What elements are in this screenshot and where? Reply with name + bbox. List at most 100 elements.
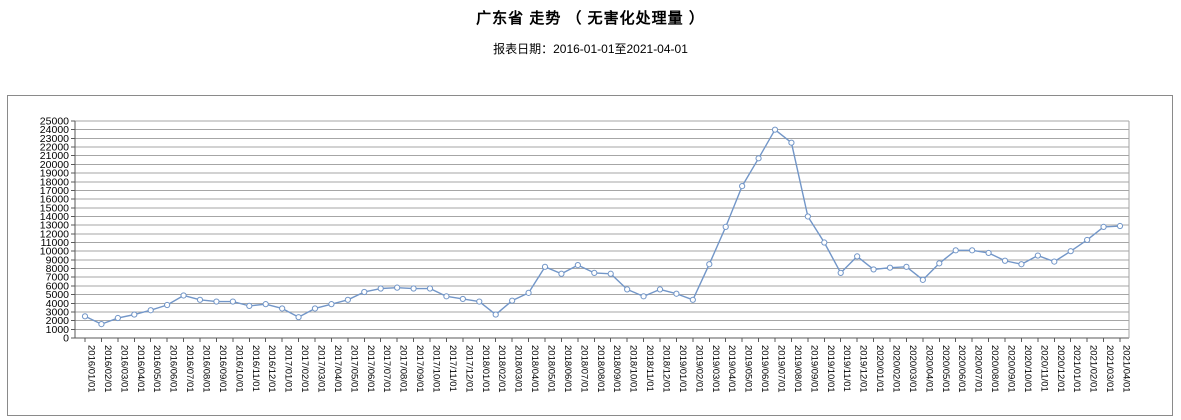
data-point-marker	[196, 296, 204, 303]
y-axis-label: 7000	[46, 272, 70, 284]
y-axis-label: 0	[63, 333, 69, 345]
data-point-marker	[673, 290, 680, 297]
chart-subtitle: 报表日期：2016-01-01至2021-04-01	[493, 42, 688, 56]
y-axis-label: 9000	[46, 254, 70, 266]
x-axis-label: 2021/03/01	[1104, 345, 1115, 393]
x-axis-label: 2017/04/01	[332, 345, 343, 393]
data-point-marker	[525, 289, 532, 296]
x-axis-label: 2016/05/01	[151, 345, 162, 393]
y-axis-label: 6000	[46, 280, 70, 292]
data-point-marker	[706, 261, 713, 268]
y-axis-label: 17000	[40, 185, 69, 197]
x-axis-label: 2020/06/01	[956, 345, 967, 393]
trend-line-chart: 0100020003000400050006000700080009000100…	[40, 116, 1132, 393]
data-point-marker	[492, 311, 499, 318]
x-axis-label: 2018/09/01	[611, 345, 622, 393]
data-point-marker	[213, 298, 220, 305]
y-axis-label: 12000	[40, 228, 69, 240]
x-axis-label: 2021/01/01	[1071, 345, 1082, 393]
data-point-marker	[771, 126, 779, 133]
data-point-marker	[180, 292, 187, 299]
data-point-marker	[1100, 223, 1107, 230]
x-axis-label: 2016/10/01	[233, 345, 244, 393]
chart-title: 广东省 走势 （ 无害化处理量 ）	[476, 10, 705, 27]
data-point-marker	[246, 302, 253, 309]
data-point-marker	[1067, 248, 1074, 255]
data-point-marker	[1018, 261, 1025, 268]
x-axis-label: 2017/01/01	[283, 345, 294, 393]
x-axis-label: 2018/12/01	[661, 345, 672, 393]
y-axis-label: 10000	[40, 246, 69, 258]
data-point-marker	[788, 139, 795, 146]
data-point-marker	[410, 285, 417, 292]
y-axis-label: 24000	[40, 124, 69, 136]
x-axis-label: 2020/12/01	[1055, 345, 1066, 393]
x-axis-label: 2019/02/01	[693, 345, 704, 393]
data-point-marker	[739, 183, 746, 190]
y-axis-label: 23000	[40, 133, 69, 145]
x-axis-label: 2019/08/01	[792, 345, 803, 393]
data-point-marker	[1051, 258, 1058, 265]
data-point-marker	[81, 313, 89, 320]
data-point-marker	[377, 285, 384, 292]
x-axis-label: 2016/01/01	[86, 345, 97, 393]
data-point-marker	[607, 270, 614, 277]
data-point-marker	[985, 249, 992, 257]
data-point-marker	[689, 296, 696, 303]
x-axis-label: 2017/12/01	[463, 345, 474, 393]
data-point-marker	[624, 286, 631, 293]
data-point-marker	[656, 286, 664, 293]
x-axis-ticks	[84, 338, 1121, 342]
x-axis-label: 2020/03/01	[907, 345, 918, 393]
x-axis-label: 2020/11/01	[1038, 345, 1049, 392]
data-point-marker	[591, 269, 598, 276]
data-point-marker	[295, 314, 302, 321]
x-axis-label: 2019/05/01	[743, 345, 754, 393]
x-axis-label: 2017/07/01	[381, 345, 392, 393]
data-point-marker	[640, 293, 647, 300]
data-point-marker	[574, 261, 581, 269]
data-point-marker	[1034, 252, 1041, 259]
x-axis-label: 2018/06/01	[562, 345, 573, 393]
data-point-marker	[837, 269, 844, 276]
x-axis-label: 2017/08/01	[398, 345, 409, 393]
y-axis-ticks	[71, 120, 75, 339]
x-axis-label: 2016/04/01	[135, 345, 146, 393]
data-point-marker	[476, 298, 483, 305]
x-axis-label: 2017/02/01	[299, 345, 310, 393]
data-point-marker	[279, 305, 286, 312]
y-axis-label: 4000	[46, 298, 70, 310]
x-axis-label: 2021/02/01	[1088, 345, 1099, 393]
x-axis-label: 2020/01/01	[874, 345, 885, 393]
x-axis-label: 2016/03/01	[118, 345, 129, 393]
x-axis-label: 2020/02/01	[891, 345, 902, 393]
x-axis-label: 2020/07/01	[973, 345, 984, 393]
x-axis-label: 2018/08/01	[595, 345, 606, 393]
x-axis-label: 2021/04/01	[1121, 345, 1132, 393]
y-axis-label: 18000	[40, 176, 69, 188]
x-axis-label: 2017/05/01	[348, 345, 359, 393]
data-point-marker	[311, 305, 319, 312]
data-point-marker	[1116, 222, 1124, 230]
x-axis-label: 2019/09/01	[808, 345, 819, 393]
x-axis-label: 2017/03/01	[316, 345, 327, 393]
data-point-marker	[541, 263, 549, 270]
data-point-marker	[262, 301, 269, 308]
data-point-marker	[229, 298, 236, 305]
data-point-marker	[854, 253, 861, 260]
data-point-marker	[936, 260, 943, 267]
x-axis-label: 2016/07/01	[184, 345, 195, 393]
y-axis-label: 5000	[46, 289, 70, 301]
data-point-marker	[114, 314, 121, 322]
data-point-marker	[147, 307, 154, 314]
data-point-marker	[804, 213, 811, 220]
data-point-marker	[886, 264, 894, 271]
data-point-marker	[361, 288, 368, 296]
data-point-marker	[722, 223, 729, 230]
data-point-marker	[969, 247, 976, 254]
data-point-marker	[426, 285, 434, 292]
x-axis-label: 2019/10/01	[825, 345, 836, 393]
data-points	[81, 126, 1124, 328]
data-point-marker	[443, 293, 450, 300]
x-axis-label: 2019/12/01	[858, 345, 869, 393]
